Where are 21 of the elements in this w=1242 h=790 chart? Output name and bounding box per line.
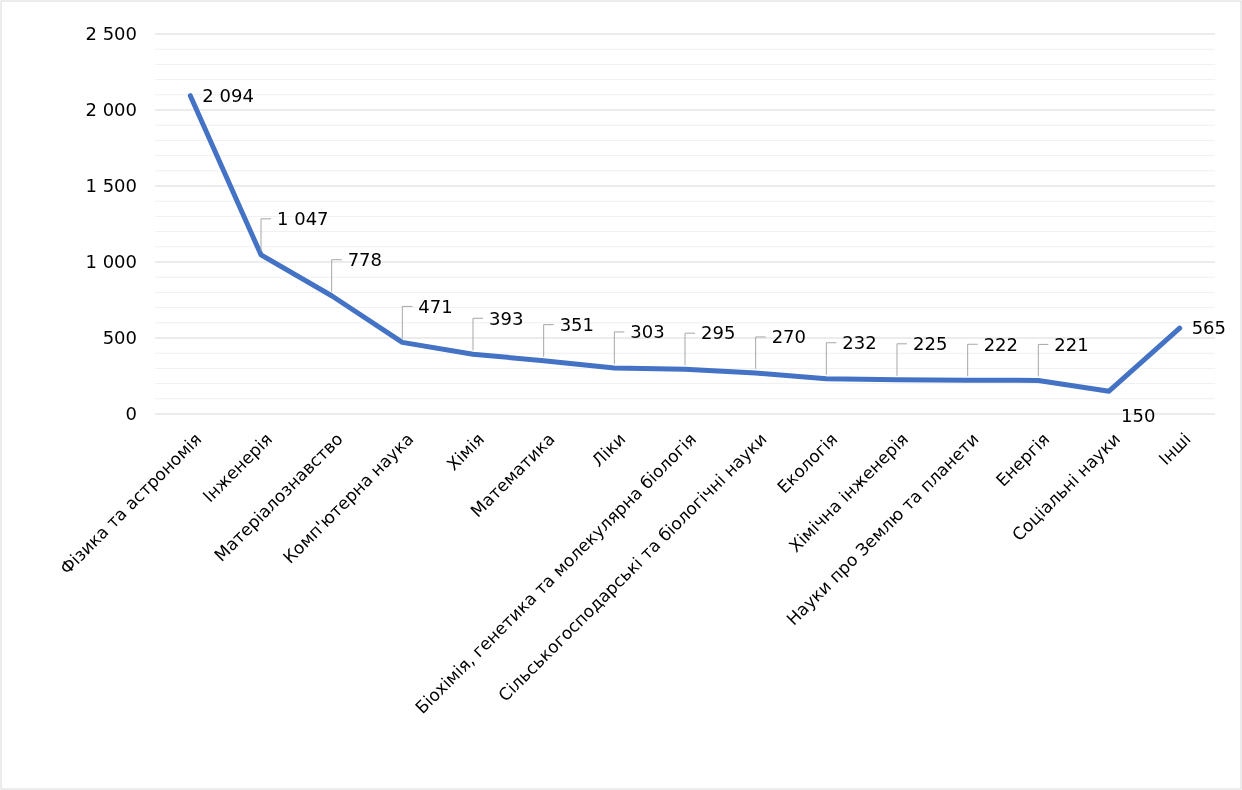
text: 351 [559, 313, 595, 335]
text: 150 [1121, 404, 1156, 426]
text: 295 [701, 322, 736, 344]
y-tick-label: 2 000 [85, 99, 137, 121]
y-tick-label: 0 [125, 403, 137, 425]
text: 221 [1054, 333, 1089, 355]
text: 303 [630, 321, 665, 343]
text: 2 094 [202, 85, 254, 107]
text: 222 [983, 333, 1019, 355]
text: 270 [771, 326, 807, 348]
text: 565 [1191, 317, 1227, 339]
text: 225 [913, 333, 948, 355]
y-tick-label: 500 [102, 327, 137, 349]
text: 1 047 [277, 208, 329, 230]
y-tick-label: 1 000 [85, 251, 137, 273]
text: 393 [489, 307, 524, 329]
text: 232 [842, 332, 877, 354]
text: 778 [347, 249, 383, 271]
y-tick-label: 1 500 [85, 175, 137, 197]
text: 471 [418, 295, 453, 317]
y-tick-label: 2 500 [85, 23, 137, 45]
